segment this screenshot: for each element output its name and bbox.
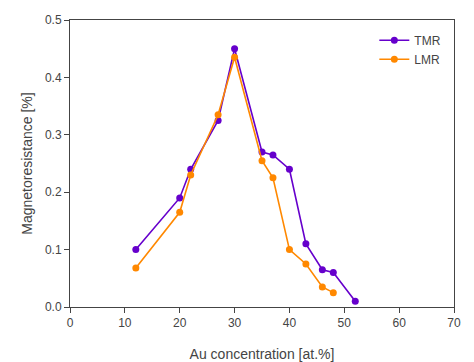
svg-text:10: 10 — [118, 316, 132, 330]
svg-text:0.5: 0.5 — [45, 13, 62, 27]
svg-text:0.1: 0.1 — [45, 243, 62, 257]
svg-text:20: 20 — [173, 316, 187, 330]
svg-text:0.2: 0.2 — [45, 185, 62, 199]
svg-text:TMR: TMR — [414, 34, 440, 48]
svg-text:70: 70 — [447, 316, 461, 330]
svg-text:0.0: 0.0 — [45, 300, 62, 314]
svg-text:Magnetoresistance [%]: Magnetoresistance [%] — [19, 92, 35, 234]
svg-text:LMR: LMR — [414, 53, 440, 67]
svg-text:Au concentration [at.%]: Au concentration [at.%] — [190, 346, 335, 362]
svg-text:0.4: 0.4 — [45, 71, 62, 85]
svg-text:40: 40 — [283, 316, 297, 330]
svg-text:50: 50 — [338, 316, 352, 330]
svg-text:60: 60 — [392, 316, 406, 330]
svg-text:0: 0 — [67, 316, 74, 330]
svg-text:0.3: 0.3 — [45, 128, 62, 142]
svg-text:30: 30 — [228, 316, 242, 330]
